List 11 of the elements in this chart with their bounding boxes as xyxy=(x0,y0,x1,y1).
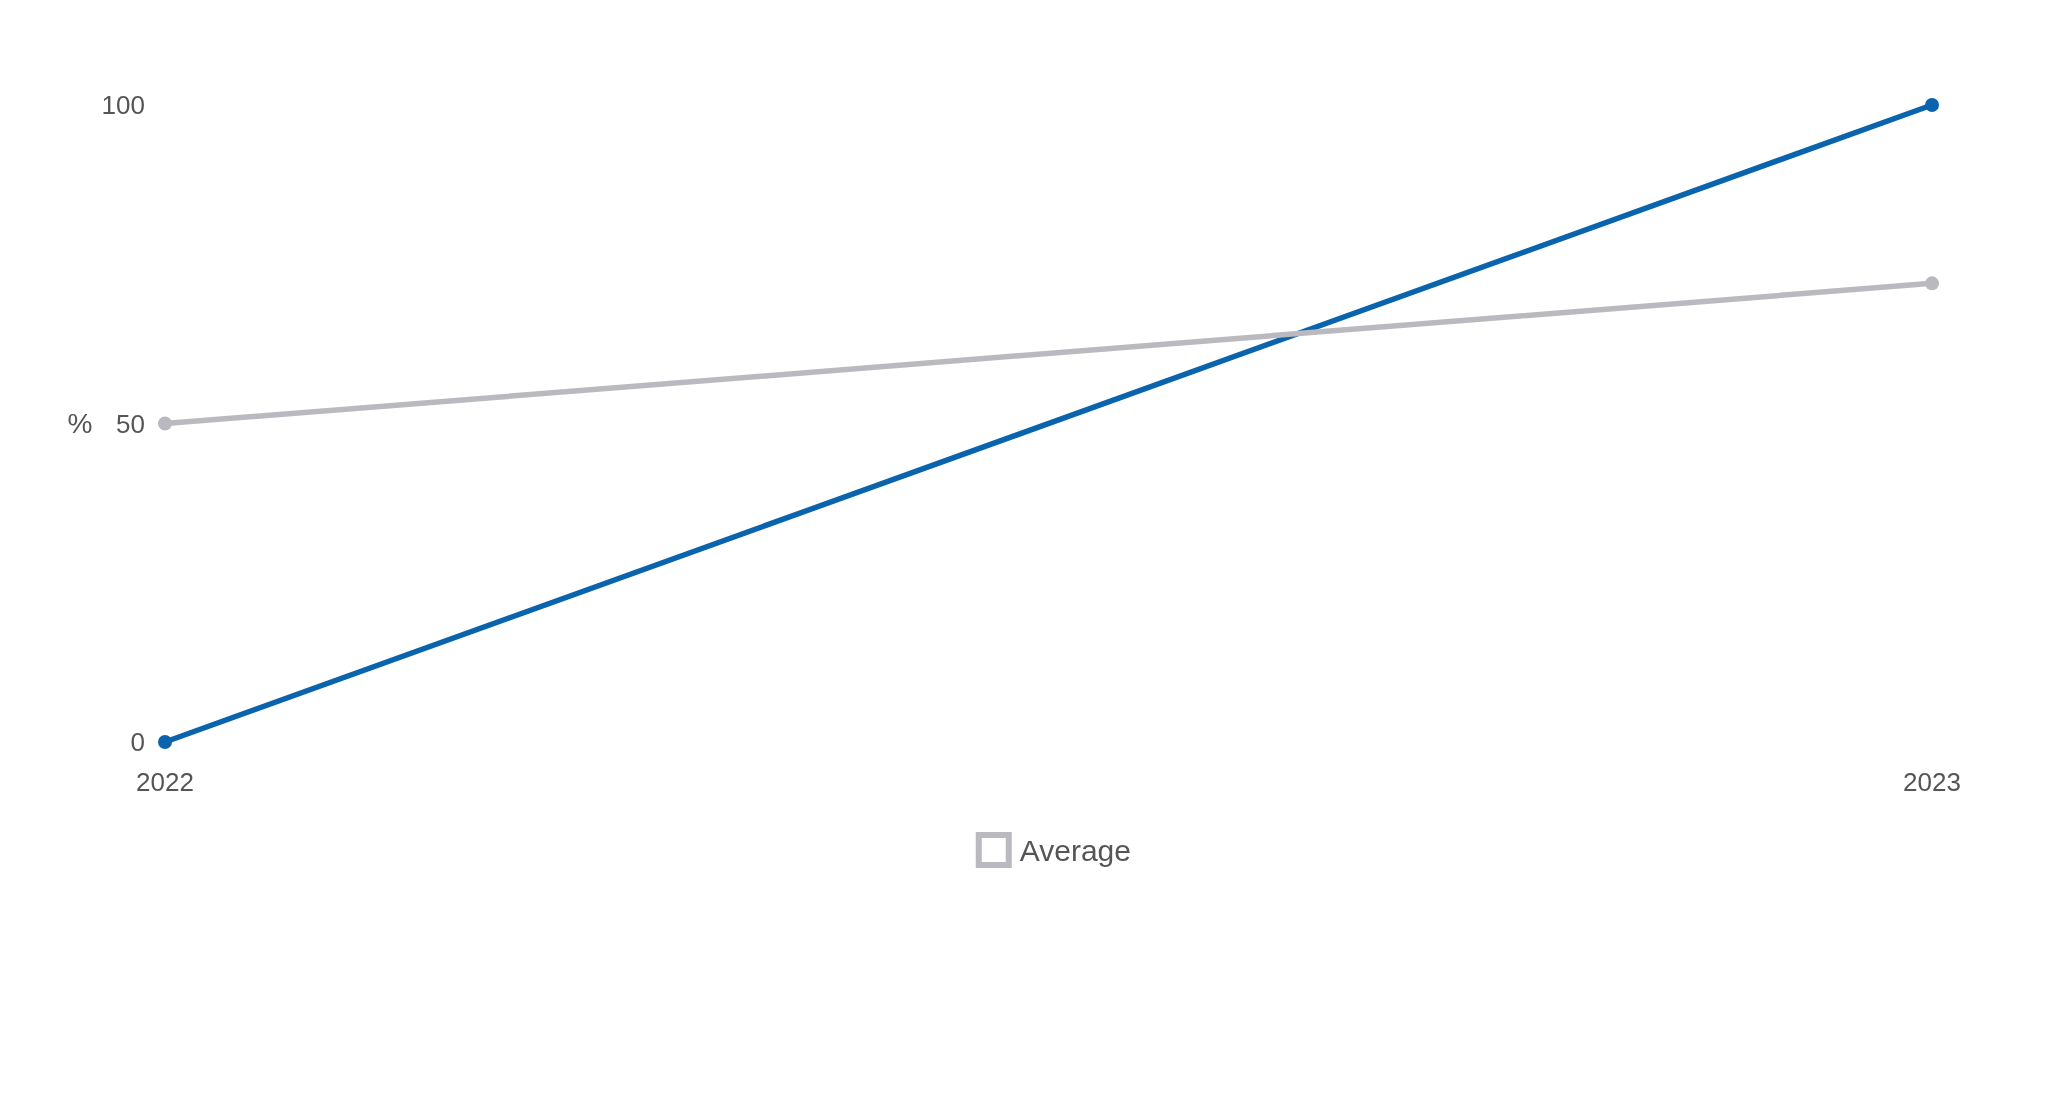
point xyxy=(1925,276,1939,291)
y-axis-title: % xyxy=(67,408,93,440)
y-tick-label: 50 xyxy=(116,408,145,439)
legend-label: Average xyxy=(1019,833,1131,867)
point xyxy=(158,735,172,749)
x-tick-label: 2023 xyxy=(1903,767,1961,798)
y-tick-label: 0 xyxy=(130,727,145,758)
y-tick-label: 100 xyxy=(101,90,145,121)
point xyxy=(158,416,172,431)
x-tick-label: 2022 xyxy=(136,767,194,798)
point xyxy=(1925,98,1939,112)
